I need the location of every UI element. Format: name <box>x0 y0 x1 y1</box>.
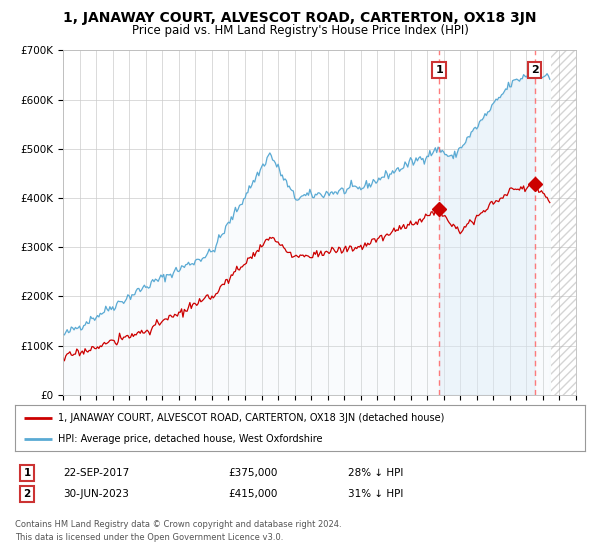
Text: 22-SEP-2017: 22-SEP-2017 <box>63 468 129 478</box>
Text: HPI: Average price, detached house, West Oxfordshire: HPI: Average price, detached house, West… <box>58 435 322 444</box>
Text: 31% ↓ HPI: 31% ↓ HPI <box>348 489 403 499</box>
Text: £415,000: £415,000 <box>228 489 277 499</box>
Text: 1, JANAWAY COURT, ALVESCOT ROAD, CARTERTON, OX18 3JN: 1, JANAWAY COURT, ALVESCOT ROAD, CARTERT… <box>63 11 537 25</box>
Text: £375,000: £375,000 <box>228 468 277 478</box>
Text: 30-JUN-2023: 30-JUN-2023 <box>63 489 129 499</box>
Text: 28% ↓ HPI: 28% ↓ HPI <box>348 468 403 478</box>
Text: Price paid vs. HM Land Registry's House Price Index (HPI): Price paid vs. HM Land Registry's House … <box>131 24 469 37</box>
Text: 1, JANAWAY COURT, ALVESCOT ROAD, CARTERTON, OX18 3JN (detached house): 1, JANAWAY COURT, ALVESCOT ROAD, CARTERT… <box>58 413 444 423</box>
Text: 1: 1 <box>23 468 31 478</box>
Bar <box>551 50 576 395</box>
Text: 1: 1 <box>435 65 443 75</box>
Text: 2: 2 <box>531 65 539 75</box>
Text: This data is licensed under the Open Government Licence v3.0.: This data is licensed under the Open Gov… <box>15 533 283 542</box>
Text: 2: 2 <box>23 489 31 499</box>
Text: Contains HM Land Registry data © Crown copyright and database right 2024.: Contains HM Land Registry data © Crown c… <box>15 520 341 529</box>
